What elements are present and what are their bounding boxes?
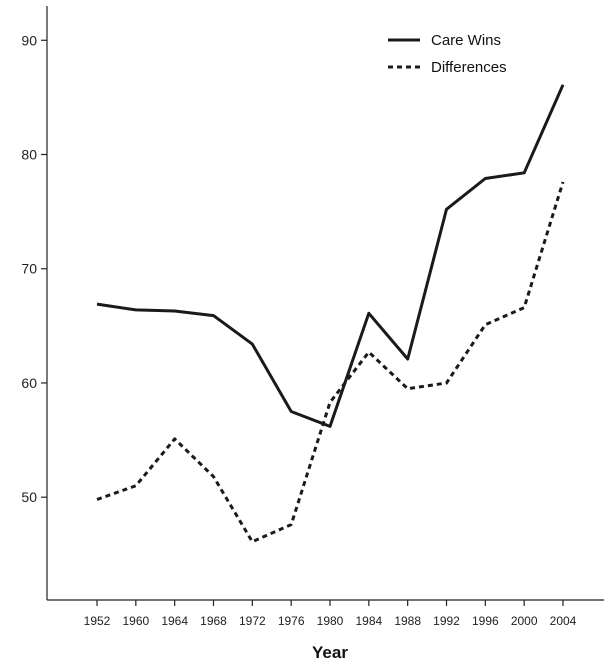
x-tick-label: 1952 [84, 614, 111, 628]
x-tick-label: 1960 [122, 614, 149, 628]
x-tick-label: 1992 [433, 614, 460, 628]
x-tick-label: 1988 [394, 614, 421, 628]
legend: Care Wins Differences [388, 32, 507, 76]
y-tick-label: 60 [21, 375, 37, 391]
plot-area [46, 6, 604, 601]
x-axis-ticks: 1952 1960 1964 1968 1972 1976 1980 1984 1988 1992… [84, 600, 577, 628]
x-tick-label: 2000 [511, 614, 538, 628]
y-axis-ticks: 50 60 70 80 90 [21, 32, 47, 505]
y-tick-label: 80 [21, 147, 37, 163]
series-line-care-wins [96, 84, 565, 428]
x-tick-label: 1976 [278, 614, 305, 628]
x-tick-label: 2004 [550, 614, 577, 628]
y-tick-label: 50 [21, 489, 37, 505]
series-line-differences [96, 181, 565, 544]
x-axis-title: Year [312, 643, 348, 662]
x-tick-label: 1984 [355, 614, 382, 628]
y-tick-label: 90 [21, 32, 37, 48]
x-tick-label: 1968 [200, 614, 227, 628]
x-tick-label: 1972 [239, 614, 266, 628]
x-tick-label: 1964 [161, 614, 188, 628]
y-tick-label: 70 [21, 261, 37, 277]
legend-label-differences: Differences [431, 59, 507, 76]
x-tick-label: 1980 [317, 614, 344, 628]
x-tick-label: 1996 [472, 614, 499, 628]
legend-label-care-wins: Care Wins [431, 32, 501, 49]
series-layer [96, 84, 565, 544]
